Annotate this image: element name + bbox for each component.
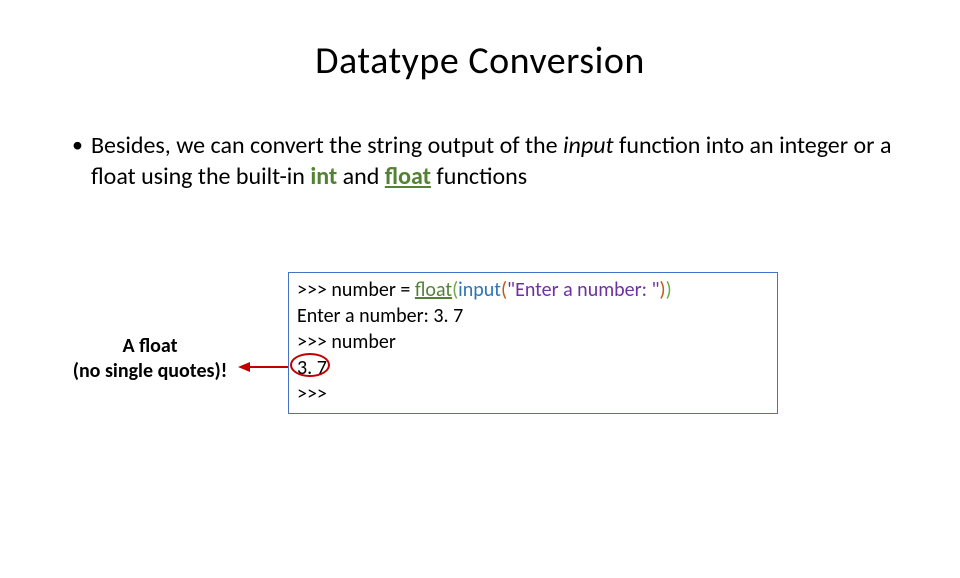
code-line-2: Enter a number: 3. 7	[297, 303, 769, 329]
code-line-3: >>> number	[297, 329, 769, 355]
code-string-token: "Enter a number: "	[507, 278, 659, 302]
bullet-marker: •	[72, 130, 83, 161]
bullet-post: functions	[431, 162, 527, 191]
bullet-input-word: input	[563, 131, 614, 160]
code-line-1: >>> number = float(input("Enter a number…	[297, 277, 769, 303]
annotation-line1: A float	[60, 334, 240, 359]
bullet-item: • Besides, we can convert the string out…	[72, 130, 930, 192]
code-line-4: 3. 7	[297, 355, 769, 381]
arrow-icon	[238, 360, 294, 374]
bullet-text: Besides, we can convert the string outpu…	[91, 130, 930, 192]
annotation-callout: A float (no single quotes)!	[60, 334, 240, 384]
bullet-block: • Besides, we can convert the string out…	[0, 130, 960, 192]
bullet-float-word: float	[385, 162, 431, 191]
annotation-line2: (no single quotes)!	[60, 359, 240, 384]
code-box: >>> number = float(input("Enter a number…	[288, 272, 778, 414]
code-float-token: float	[415, 278, 452, 302]
page-title: Datatype Conversion	[0, 38, 960, 84]
code-line-5: >>>	[297, 381, 769, 407]
bullet-and: and	[337, 162, 385, 191]
code-prompt-1: >>> number =	[297, 278, 415, 302]
bullet-pre: Besides, we can convert the string outpu…	[91, 131, 563, 160]
bullet-int-word: int	[310, 162, 337, 191]
code-paren1-close: )	[666, 278, 672, 302]
code-input-token: input	[458, 278, 501, 302]
